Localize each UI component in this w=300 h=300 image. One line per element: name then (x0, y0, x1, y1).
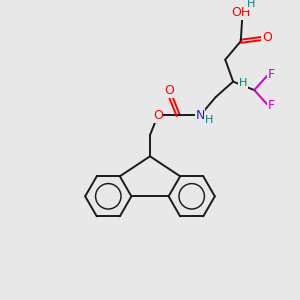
Text: H: H (239, 78, 247, 88)
Text: H: H (246, 0, 255, 9)
Text: N: N (196, 109, 205, 122)
Text: F: F (268, 99, 275, 112)
Text: O: O (153, 109, 163, 122)
Text: H: H (204, 115, 213, 125)
Text: O: O (262, 31, 272, 44)
Text: O: O (164, 84, 174, 97)
Text: F: F (268, 68, 275, 81)
Text: OH: OH (231, 6, 250, 19)
